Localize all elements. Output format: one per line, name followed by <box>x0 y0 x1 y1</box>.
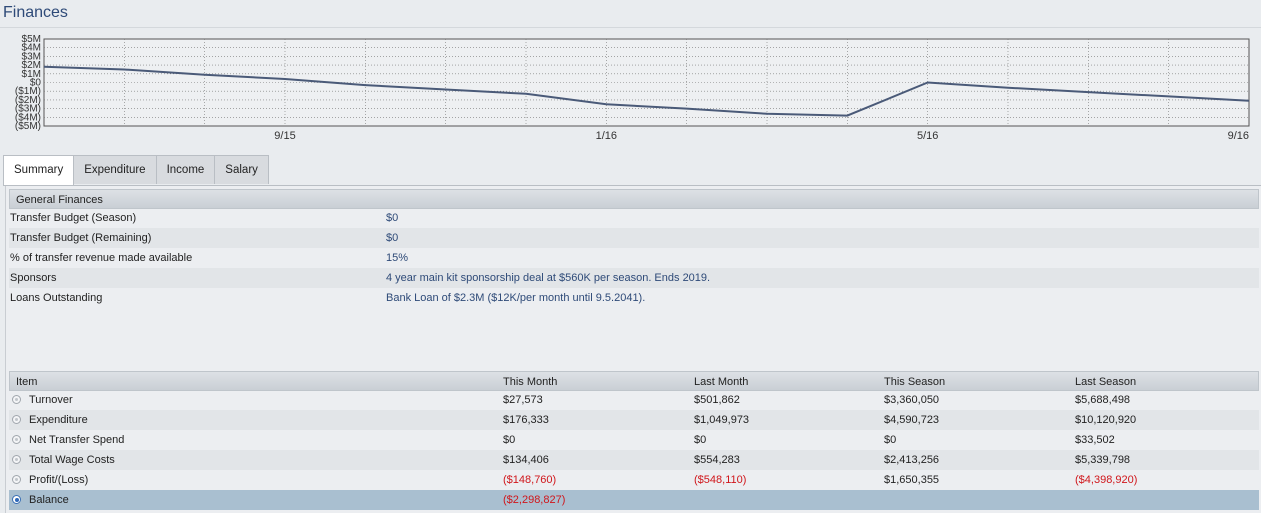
row-radio[interactable] <box>12 475 21 484</box>
col-header-last-month[interactable]: Last Month <box>694 376 749 388</box>
cell-last-month: $1,049,973 <box>694 414 750 426</box>
summary-panel: General Finances Transfer Budget (Season… <box>5 186 1261 513</box>
row-radio[interactable] <box>12 455 21 464</box>
cell-this-month: $27,573 <box>503 394 543 406</box>
general-row-label: Sponsors <box>10 272 57 284</box>
x-tick-label: 9/15 <box>274 130 295 142</box>
row-item: Total Wage Costs <box>29 454 115 466</box>
table-row-total-wage-costs[interactable]: Total Wage Costs $134,406 $554,283 $2,41… <box>9 450 1259 470</box>
cell-last-season: ($4,398,920) <box>1075 474 1138 486</box>
cell-this-season: $0 <box>884 434 897 446</box>
general-row-label: Loans Outstanding <box>10 292 103 304</box>
cell-this-season: $1,650,355 <box>884 474 940 486</box>
row-radio[interactable] <box>12 395 21 404</box>
col-header-this-month[interactable]: This Month <box>503 376 558 388</box>
tab-salary[interactable]: Salary <box>214 155 269 184</box>
row-radio[interactable] <box>12 415 21 424</box>
balance-series-line <box>43 65 1250 117</box>
general-row-loans: Loans Outstanding Bank Loan of $2.3M ($1… <box>9 288 1259 308</box>
y-tick-label: ($5M) <box>15 121 41 132</box>
cell-this-season: $2,413,256 <box>884 454 940 466</box>
x-tick-label: 5/16 <box>917 130 938 142</box>
y-tick-label: ($3M) <box>15 104 41 115</box>
row-radio[interactable] <box>12 435 21 444</box>
cell-last-month: $0 <box>694 434 707 446</box>
col-header-this-season[interactable]: This Season <box>884 376 946 388</box>
general-row-transfer-budget-season: Transfer Budget (Season) $0 <box>9 208 1259 228</box>
table-row-turnover[interactable]: Turnover $27,573 $501,862 $3,360,050 $5,… <box>9 390 1259 410</box>
general-row-transfer-revenue: % of transfer revenue made available 15% <box>9 248 1259 268</box>
cell-last-month: $501,862 <box>694 394 740 406</box>
table-row-net-transfer-spend[interactable]: Net Transfer Spend $0 $0 $0 $33,502 <box>9 430 1259 450</box>
cell-last-month: ($548,110) <box>694 474 747 486</box>
general-finances-heading: General Finances <box>9 189 1259 209</box>
col-header-item[interactable]: Item <box>16 376 38 388</box>
row-item: Balance <box>29 494 69 506</box>
tab-bar-divider <box>3 185 1261 186</box>
row-radio-selected[interactable] <box>12 495 21 504</box>
cell-this-season: $3,360,050 <box>884 394 940 406</box>
title-divider <box>0 27 1261 28</box>
cell-this-month: ($2,298,827) <box>503 494 566 506</box>
table-row-profit-loss[interactable]: Profit/(Loss) ($148,760) ($548,110) $1,6… <box>9 470 1259 490</box>
tab-bar: Summary Expenditure Income Salary <box>3 155 269 186</box>
cell-this-month: $0 <box>503 434 516 446</box>
general-row-value: 4 year main kit sponsorship deal at $560… <box>386 272 711 284</box>
y-tick-label: $4M <box>22 43 41 54</box>
finance-table-header: Item This Month Last Month This Season L… <box>9 371 1259 391</box>
cell-this-month: ($148,760) <box>503 474 557 486</box>
cell-this-month: $176,333 <box>503 414 549 426</box>
general-row-transfer-budget-remaining: Transfer Budget (Remaining) $0 <box>9 228 1259 248</box>
balance-chart: $5M $4M $3M $2M $1M $0 ($1M) ($2M) ($3M) ($4M) ($5… <box>0 34 1261 146</box>
x-tick-label: 9/16 <box>1228 130 1249 142</box>
y-tick-label: $0 <box>30 78 42 89</box>
y-tick-label: $1M <box>22 69 41 80</box>
y-tick-label: ($2M) <box>15 95 41 106</box>
row-item: Expenditure <box>29 414 88 426</box>
row-item: Turnover <box>29 394 73 406</box>
y-tick-label: $5M <box>22 34 41 45</box>
general-row-label: % of transfer revenue made available <box>10 252 193 264</box>
cell-last-season: $5,688,498 <box>1075 394 1131 406</box>
cell-last-month: $554,283 <box>694 454 740 466</box>
col-header-last-season[interactable]: Last Season <box>1075 376 1137 388</box>
general-row-label: Transfer Budget (Season) <box>10 212 137 224</box>
general-row-value: $0 <box>386 212 399 224</box>
tab-income[interactable]: Income <box>155 155 216 184</box>
general-row-sponsors: Sponsors 4 year main kit sponsorship dea… <box>9 268 1259 288</box>
row-item: Profit/(Loss) <box>29 474 89 486</box>
cell-this-month: $134,406 <box>503 454 549 466</box>
general-row-label: Transfer Budget (Remaining) <box>10 232 152 244</box>
balance-chart-svg: $5M$4M$3M$2M$1M$0($1M)($2M)($3M)($4M)($5… <box>15 34 1250 142</box>
cell-last-season: $5,339,798 <box>1075 454 1131 466</box>
row-item: Net Transfer Spend <box>29 434 125 446</box>
page-title: Finances <box>3 4 68 21</box>
x-tick-label: 1/16 <box>596 130 617 142</box>
y-tick-label: ($4M) <box>15 112 41 123</box>
tab-expenditure[interactable]: Expenditure <box>73 155 157 184</box>
cell-last-season: $10,120,920 <box>1075 414 1137 426</box>
y-tick-label: $2M <box>22 60 41 71</box>
general-row-value: $0 <box>386 232 399 244</box>
cell-this-season: $4,590,723 <box>884 414 940 426</box>
tab-summary[interactable]: Summary <box>3 155 75 186</box>
plot-area <box>43 38 1250 127</box>
general-row-value: 15% <box>386 252 409 264</box>
cell-last-season: $33,502 <box>1075 434 1115 446</box>
table-row-balance[interactable]: Balance ($2,298,827) <box>9 490 1259 510</box>
y-tick-label: $3M <box>22 51 41 62</box>
y-tick-label: ($1M) <box>15 86 41 97</box>
table-row-expenditure[interactable]: Expenditure $176,333 $1,049,973 $4,590,7… <box>9 410 1259 430</box>
general-row-value: Bank Loan of $2.3M ($12K/per month until… <box>386 292 646 304</box>
